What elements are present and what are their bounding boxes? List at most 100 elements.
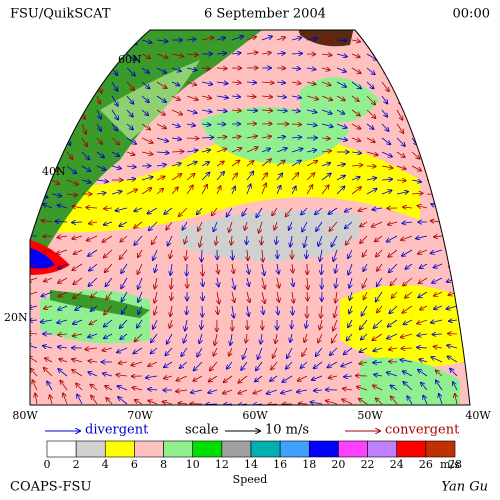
wind-arrow — [321, 109, 332, 114]
wind-arrow — [88, 372, 98, 377]
wind-arrow — [96, 165, 106, 170]
wind-arrow — [390, 385, 398, 391]
wind-arrow — [381, 123, 389, 131]
wind-arrow — [246, 171, 253, 181]
wind-arrow — [289, 221, 292, 230]
wind-arrow — [146, 376, 158, 378]
wind-arrow — [405, 263, 413, 269]
wind-arrow — [201, 68, 210, 69]
wind-arrow — [335, 263, 337, 273]
wind-arrow — [377, 277, 383, 286]
wind-arrow — [232, 186, 235, 195]
wind-arrow — [238, 389, 248, 393]
wind-arrow — [216, 96, 228, 98]
wind-arrow — [434, 291, 443, 296]
wind-arrow — [417, 334, 428, 336]
wind-arrow — [202, 263, 203, 276]
wind-arrow — [182, 221, 188, 230]
wind-arrow — [201, 185, 207, 195]
wind-arrow — [36, 151, 41, 160]
wind-arrow — [209, 375, 218, 382]
wind-arrow — [184, 235, 187, 244]
wind-arrow — [247, 263, 249, 274]
wind-arrow — [359, 398, 368, 405]
wind-arrow — [436, 380, 443, 391]
wind-arrow — [96, 39, 105, 47]
wind-arrow — [176, 390, 188, 392]
wind-arrow — [198, 221, 203, 231]
wind-arrow — [411, 53, 418, 63]
wind-arrow — [341, 361, 353, 366]
wind-arrow — [434, 346, 443, 348]
colorbar-swatch — [163, 440, 194, 458]
wind-arrow — [351, 187, 361, 195]
wind-arrow — [201, 172, 210, 181]
wind-arrow — [30, 306, 38, 308]
wind-arrow — [306, 124, 317, 125]
wind-arrow — [201, 110, 212, 112]
wind-arrow — [242, 207, 248, 216]
wind-arrow — [96, 137, 102, 144]
wind-arrow — [86, 207, 98, 208]
wind-arrow — [67, 81, 69, 92]
wind-arrow — [329, 376, 338, 378]
wind-arrow — [116, 375, 128, 376]
wind-arrow — [359, 347, 368, 352]
wind-arrow — [336, 40, 346, 41]
wind-arrow — [106, 398, 113, 405]
wind-arrow — [134, 235, 143, 245]
wind-arrow — [246, 147, 258, 153]
wind-arrow — [261, 235, 262, 245]
wind-arrow — [456, 194, 468, 197]
wind-arrow — [171, 82, 179, 85]
wind-arrow — [307, 277, 308, 289]
wind-arrow — [170, 305, 172, 316]
wind-arrow — [171, 138, 181, 139]
wind-arrow — [167, 235, 173, 246]
wind-arrow — [66, 165, 76, 173]
wind-arrow — [372, 208, 383, 210]
wind-arrow — [126, 137, 136, 144]
wind-arrow — [36, 39, 41, 49]
wind-arrow — [351, 95, 359, 101]
wind-arrow — [88, 249, 98, 256]
wind-arrow — [51, 137, 56, 148]
wind-arrow — [171, 109, 182, 115]
wind-arrow — [216, 172, 224, 181]
wind-arrow — [420, 263, 428, 268]
wind-arrow — [202, 291, 203, 300]
wind-arrow — [155, 277, 157, 289]
wind-arrow — [134, 208, 143, 211]
wind-arrow — [363, 291, 368, 299]
wind-arrow — [171, 187, 178, 195]
wind-arrow — [411, 39, 420, 48]
wind-arrow — [423, 396, 428, 405]
wind-arrow — [210, 361, 218, 371]
wind-arrow — [282, 375, 293, 382]
wind-arrow — [336, 81, 346, 87]
wind-arrow — [441, 39, 447, 48]
wind-arrow — [66, 53, 71, 63]
wind-arrow — [246, 110, 257, 111]
wind-arrow — [213, 221, 218, 231]
wind-arrow — [156, 176, 165, 181]
wind-arrow — [426, 165, 437, 173]
wind-arrow — [216, 82, 228, 84]
colorbar-swatch — [192, 440, 223, 458]
wind-arrow — [381, 81, 389, 91]
wind-arrow — [455, 394, 457, 405]
wind-arrow — [441, 179, 450, 184]
wind-arrow — [97, 95, 100, 104]
wind-arrow — [361, 305, 368, 316]
wind-arrow — [216, 38, 225, 40]
wind-arrow — [88, 361, 98, 362]
wind-arrow — [314, 361, 323, 368]
wind-arrow — [193, 375, 203, 381]
wind-arrow — [126, 123, 133, 130]
wind-arrow — [335, 291, 337, 303]
wind-arrow — [439, 394, 443, 405]
wind-arrow — [426, 39, 432, 47]
wind-arrow — [447, 356, 458, 363]
colorbar-swatch — [367, 440, 398, 458]
